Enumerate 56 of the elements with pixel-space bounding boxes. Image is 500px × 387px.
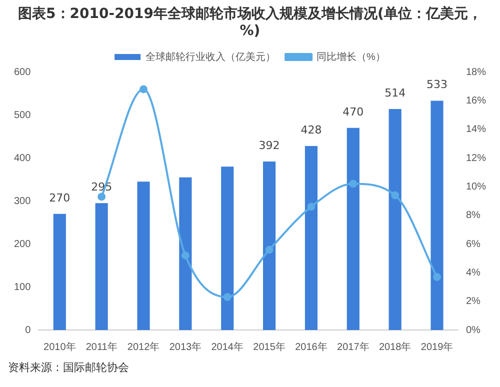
data-label: 533 [426, 78, 448, 92]
point [433, 272, 442, 281]
y2-tick-label: 6% [466, 238, 481, 250]
chart-title: 图表5：2010-2019年全球邮轮市场收入规模及增长情况(单位：亿美元，%) [17, 6, 483, 41]
bar [179, 177, 192, 330]
data-label: 270 [49, 191, 70, 204]
bar [53, 214, 66, 330]
data-label: 392 [258, 138, 280, 152]
point [265, 246, 274, 254]
bar [95, 203, 108, 330]
x-tick-label: 2018年 [378, 340, 412, 353]
y-tick-label: 0 [25, 324, 32, 336]
bar [430, 100, 444, 330]
y2-tick-label: 8% [466, 210, 481, 222]
bar [388, 108, 402, 330]
bar [137, 182, 150, 330]
y-tick-label: 600 [14, 66, 32, 78]
y2-tick-label: 10% [466, 181, 486, 192]
y2-tick-label: 0% [466, 324, 481, 336]
bar [346, 128, 360, 330]
x-tick-label: 2016年 [295, 340, 328, 353]
x-tick-label: 2015年 [253, 340, 286, 353]
y2-tick-label: 16% [466, 95, 486, 106]
data-label: 514 [384, 86, 406, 100]
y2-tick-label: 18% [466, 66, 486, 78]
point [307, 202, 316, 211]
point [223, 293, 232, 302]
point [181, 251, 190, 260]
y-tick-label: 300 [14, 196, 32, 207]
legend-label: 全球邮轮行业收入（亿美元） [146, 50, 276, 63]
bar [304, 146, 318, 330]
point [98, 192, 106, 201]
x-tick-label: 2019年 [420, 340, 454, 353]
bar [263, 161, 276, 330]
x-tick-label: 2017年 [337, 340, 370, 353]
x-tick-label: 2012年 [127, 340, 160, 353]
x-tick-label: 2013年 [169, 340, 202, 353]
x-tick-label: 2011年 [86, 340, 118, 353]
y2-tick-label: 4% [466, 267, 481, 278]
data-label: 470 [342, 105, 364, 118]
text: 资料来源：国际邮轮协会 [8, 360, 129, 375]
y2-tick-label: 2% [466, 296, 481, 308]
data-label: 428 [300, 123, 322, 136]
point [140, 85, 148, 94]
y-tick-label: 200 [14, 238, 32, 250]
x-tick-label: 2014年 [211, 340, 244, 353]
x-tick-label: 2010年 [44, 340, 76, 353]
y2-tick-label: 12% [466, 152, 486, 164]
y-tick-label: 400 [14, 152, 32, 164]
y-tick-label: 100 [14, 282, 32, 293]
y2-tick-label: 14% [466, 124, 486, 136]
point [349, 180, 358, 188]
bar [221, 166, 234, 330]
y-tick-label: 500 [14, 110, 32, 121]
point [391, 191, 400, 200]
legend-label: 同比增长（%） [316, 50, 386, 63]
